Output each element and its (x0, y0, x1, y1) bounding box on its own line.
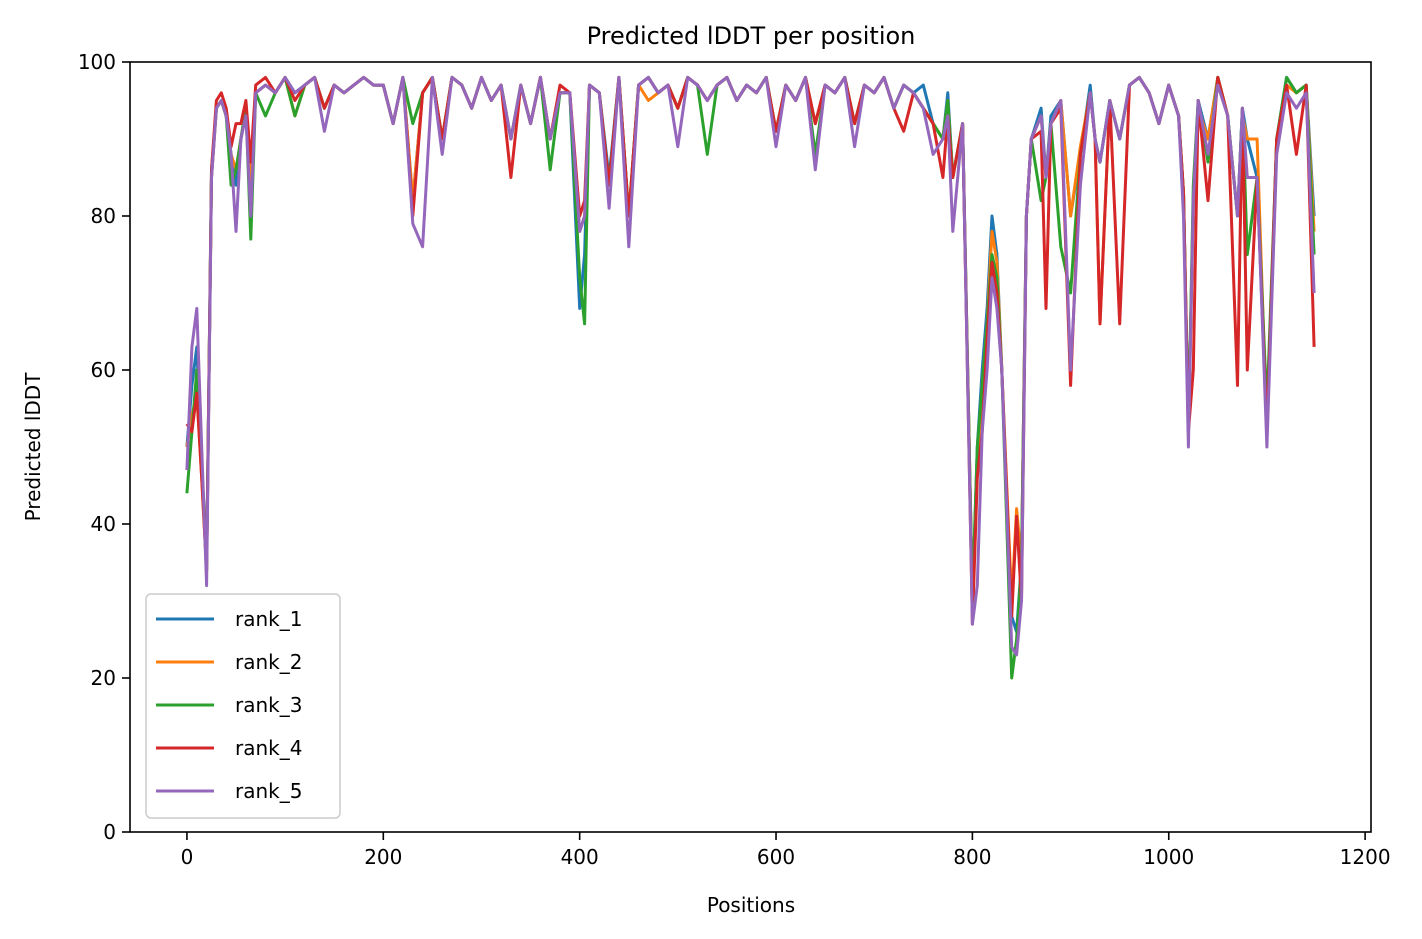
legend-label-rank_2: rank_2 (235, 650, 302, 674)
legend-box (145, 593, 341, 819)
y-tick-label: 100 (78, 50, 116, 74)
series-line-rank_5 (185, 75, 1316, 657)
y-axis: 0 20 40 60 80 100 (78, 50, 130, 844)
x-tick-label: 0 (181, 845, 194, 869)
x-tick-label: 800 (953, 845, 991, 869)
axes-frame (129, 61, 1372, 833)
legend-label-rank_1: rank_1 (235, 607, 302, 631)
y-tick-label: 0 (103, 820, 116, 844)
chart-title: Predicted lDDT per position (587, 22, 916, 50)
x-tick-label: 400 (561, 845, 599, 869)
legend-label-rank_5: rank_5 (235, 779, 302, 803)
plot-area (185, 75, 1316, 680)
legend: rank_1 rank_2 rank_3 rank_4 rank_5 (145, 593, 341, 819)
x-tick-label: 200 (364, 845, 402, 869)
y-tick-label: 60 (91, 358, 116, 382)
legend-label-rank_4: rank_4 (235, 736, 302, 760)
y-tick-label: 40 (91, 512, 116, 536)
x-tick-label: 1000 (1143, 845, 1194, 869)
y-tick-label: 20 (91, 666, 116, 690)
legend-label-rank_3: rank_3 (235, 693, 302, 717)
x-axis: 0 200 400 600 800 1000 1200 (181, 832, 1391, 869)
x-axis-label: Positions (707, 893, 795, 917)
y-tick-label: 80 (91, 204, 116, 228)
x-tick-label: 600 (757, 845, 795, 869)
x-tick-label: 1200 (1340, 845, 1391, 869)
y-axis-label: Predicted lDDT (21, 372, 45, 522)
